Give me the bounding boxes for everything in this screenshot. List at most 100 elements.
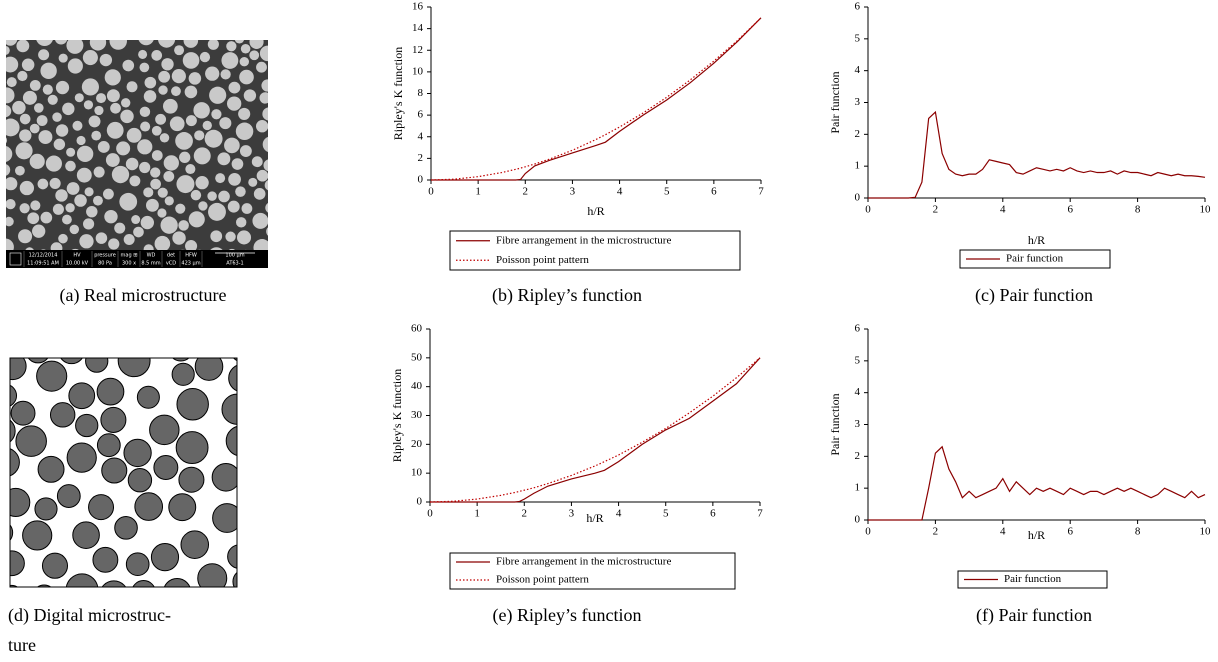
- fibre: [145, 198, 159, 212]
- fibre: [151, 150, 163, 161]
- fibre: [210, 247, 223, 250]
- fibre: [96, 93, 107, 104]
- fibre: [193, 147, 211, 165]
- series-line: [430, 357, 761, 503]
- fibre: [235, 122, 254, 141]
- series-line: [868, 110, 1206, 199]
- fibre: [56, 484, 81, 508]
- fibre: [74, 194, 87, 207]
- fibre: [6, 216, 14, 227]
- fibre: [122, 59, 135, 72]
- y-tick-label: 30: [411, 409, 423, 421]
- fibre: [207, 191, 217, 201]
- fibre: [139, 62, 150, 73]
- fibre: [180, 249, 185, 250]
- fibre: [106, 121, 124, 139]
- info-text: mag ⊞: [121, 253, 138, 259]
- fibre: [19, 203, 30, 214]
- caption: (a) Real microstructure: [60, 285, 227, 306]
- fibre: [32, 224, 46, 238]
- y-tick-label: 6: [855, 323, 861, 335]
- fibre: [89, 40, 107, 51]
- sem-image: 12/12/2014 11:09:51 AM HV 10.00 kV pressure 8…: [6, 40, 268, 268]
- fibre: [15, 425, 47, 457]
- fibre: [129, 175, 141, 187]
- fibre: [228, 173, 241, 186]
- fibre: [139, 161, 151, 174]
- fibre: [248, 177, 258, 187]
- y-tick-label: 0: [418, 174, 424, 186]
- fibre: [183, 40, 199, 48]
- info-text: WD: [147, 253, 156, 259]
- y-tick-label: 60: [411, 323, 423, 335]
- x-tick-label: 6: [1067, 526, 1073, 538]
- fibre: [6, 45, 10, 55]
- fibre: [249, 50, 260, 61]
- y-tick-label: 5: [855, 32, 861, 44]
- fibre: [253, 239, 268, 250]
- fibre: [153, 455, 179, 480]
- fibre: [262, 107, 268, 121]
- series-line: [429, 357, 761, 503]
- fibre: [190, 189, 202, 201]
- fibre: [10, 448, 20, 477]
- fibre: [232, 358, 237, 362]
- fibre: [22, 90, 37, 105]
- fibre: [136, 385, 160, 409]
- y-tick-label: 0: [855, 514, 861, 526]
- x-tick-label: 6: [710, 508, 716, 520]
- fibre: [259, 92, 268, 104]
- fibre: [140, 215, 154, 230]
- y-tick-label: 1: [855, 482, 861, 494]
- fibre: [168, 493, 197, 522]
- fibre: [219, 117, 232, 130]
- x-tick-label: 10: [1200, 204, 1212, 216]
- fibre: [66, 182, 80, 195]
- fibre: [6, 40, 18, 46]
- fibre: [6, 198, 16, 210]
- y-tick-label: 50: [411, 351, 423, 363]
- info-text: HFW: [185, 253, 197, 259]
- y-axis-label: Pair function: [828, 393, 842, 455]
- fibre: [101, 457, 128, 484]
- fibre: [10, 550, 25, 577]
- fibre: [194, 130, 205, 141]
- fibre: [49, 402, 76, 428]
- fibre: [6, 238, 14, 250]
- fibre: [243, 89, 257, 102]
- x-tick-label: 2: [933, 204, 939, 216]
- fibre: [244, 249, 247, 250]
- series-line: [430, 17, 762, 181]
- fibre: [157, 208, 167, 218]
- fibre: [6, 146, 13, 162]
- fibre: [55, 124, 69, 137]
- fibre: [131, 215, 141, 225]
- fibre: [53, 138, 66, 151]
- fibre: [119, 192, 138, 211]
- fibre: [83, 100, 94, 110]
- fibre: [10, 384, 18, 407]
- y-tick-label: 4: [418, 130, 424, 142]
- fibre: [143, 244, 154, 250]
- x-tick-label: 10: [1200, 526, 1212, 538]
- fibre: [72, 120, 83, 131]
- legend-label: Pair function: [1004, 573, 1062, 585]
- fibre: [114, 516, 138, 540]
- y-tick-label: 2: [855, 128, 861, 140]
- fibre: [263, 159, 268, 172]
- y-tick-label: 10: [412, 65, 424, 77]
- fibre: [133, 226, 144, 238]
- fibre: [204, 129, 223, 148]
- x-tick-label: 0: [865, 526, 871, 538]
- fibre: [34, 497, 58, 521]
- fibre: [178, 466, 205, 493]
- fibre: [144, 76, 157, 89]
- fibre: [6, 77, 17, 88]
- fibre: [76, 145, 94, 163]
- fibre: [154, 235, 171, 250]
- fibre: [96, 377, 125, 406]
- y-tick-label: 0: [855, 192, 861, 204]
- fibre: [79, 234, 94, 249]
- fibre: [172, 358, 190, 362]
- fibre: [106, 89, 120, 103]
